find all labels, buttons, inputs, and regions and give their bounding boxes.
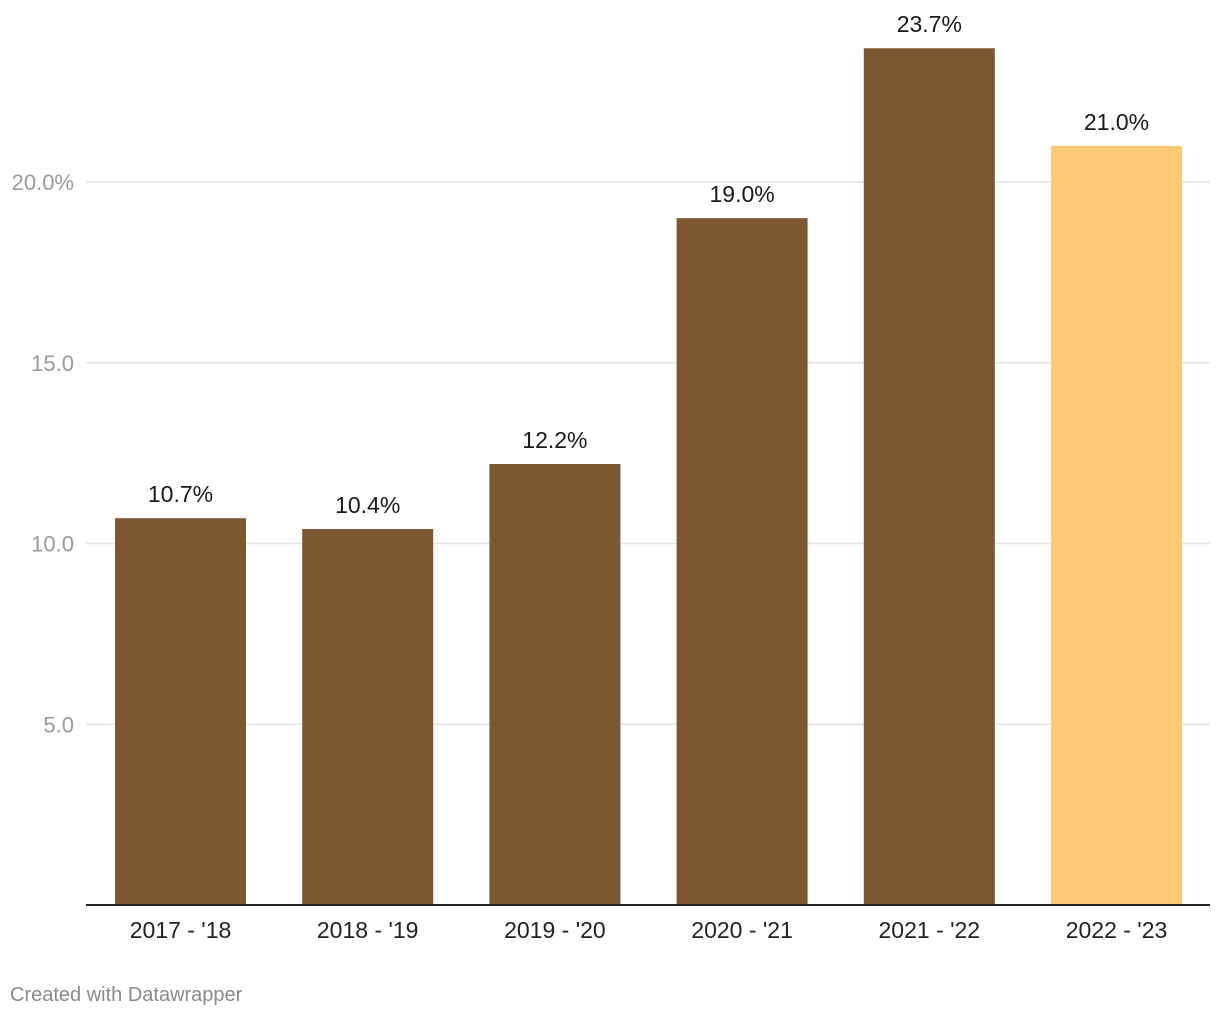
x-tick-label: 2020 - '21 <box>691 917 793 943</box>
gridlines <box>86 181 1210 725</box>
data-label: 12.2% <box>522 427 587 453</box>
y-tick-label: 10.0 <box>31 532 74 557</box>
bar-2021-22 <box>863 48 995 906</box>
datawrapper-credit: Created with Datawrapper <box>10 984 243 1006</box>
bar-2020-21 <box>676 218 808 905</box>
x-axis-ticks: 2017 - '18 2018 - '19 2019 - '20 2020 - '21… <box>130 917 1168 943</box>
bar-2017-18 <box>115 518 246 905</box>
y-axis-ticks: 5.0 10.0 15.0 20.0% <box>12 170 74 737</box>
x-tick-label: 2019 - '20 <box>504 917 606 943</box>
data-label: 19.0% <box>709 181 774 207</box>
data-label: 10.4% <box>335 492 400 518</box>
bars <box>115 48 1182 906</box>
bar-2022-23 <box>1051 145 1182 906</box>
x-tick-label: 2018 - '19 <box>317 917 419 943</box>
bar-2018-19 <box>302 529 434 905</box>
x-tick-label: 2017 - '18 <box>130 917 232 943</box>
data-label: 10.7% <box>148 481 213 507</box>
bar-2019-20 <box>489 463 621 905</box>
y-tick-label: 15.0 <box>31 351 74 376</box>
y-tick-label: 20.0% <box>12 170 74 195</box>
data-label: 21.0% <box>1084 109 1149 135</box>
y-tick-label: 5.0 <box>43 712 74 737</box>
data-labels: 10.7% 10.4% 12.2% 19.0% 23.7% 21.0% <box>148 11 1149 518</box>
x-tick-label: 2022 - '23 <box>1066 917 1168 943</box>
x-tick-label: 2021 - '22 <box>879 917 981 943</box>
data-label: 23.7% <box>897 11 962 37</box>
